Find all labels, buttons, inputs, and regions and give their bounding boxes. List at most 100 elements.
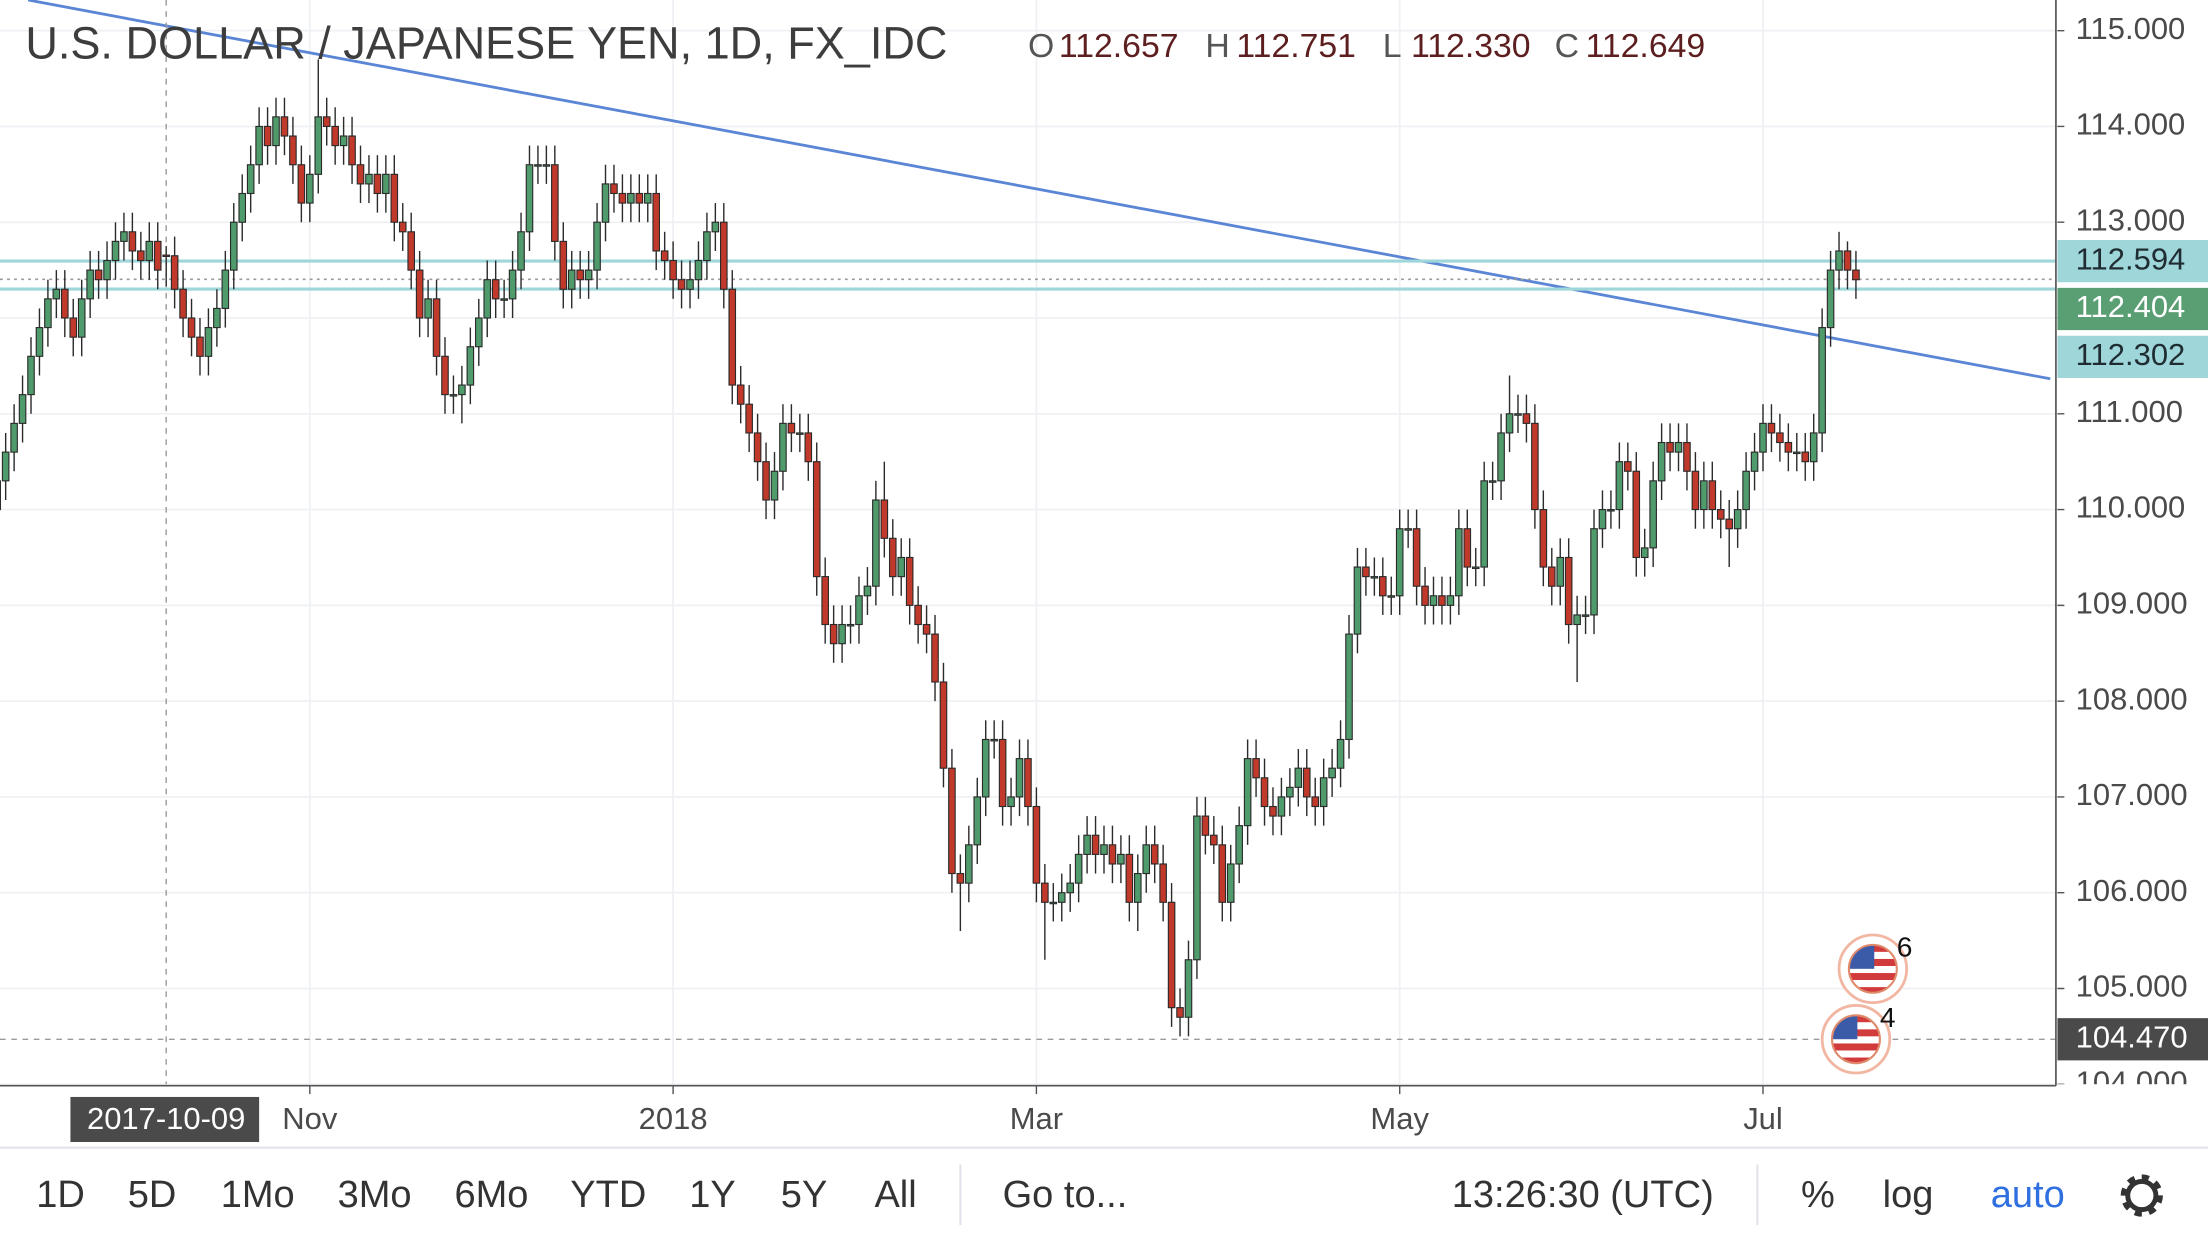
candle-body (18, 394, 27, 424)
event-marker[interactable]: 4 (1820, 1002, 1896, 1075)
flag (1832, 1015, 1880, 1064)
range-button[interactable]: 1Mo (221, 1174, 295, 1216)
candle-body (1319, 777, 1328, 808)
candle-body (120, 231, 128, 242)
y-tick-label: 106.000 (2076, 873, 2188, 908)
candle-body (973, 796, 982, 846)
candle-body (1083, 834, 1091, 855)
range-button[interactable]: 1D (36, 1174, 85, 1216)
candle-body (137, 250, 145, 262)
candle-body (846, 623, 855, 627)
candle-body (948, 767, 956, 875)
candle-body (1564, 556, 1573, 626)
candle-body (567, 269, 576, 290)
settings-button[interactable] (2120, 1174, 2163, 1217)
candle-body (1649, 480, 1657, 549)
crosshair-date-label: 2017-10-09 (87, 1101, 245, 1136)
range-button[interactable]: 6Mo (454, 1174, 528, 1216)
candle-body (559, 240, 568, 290)
candle-body (720, 221, 728, 290)
candle-body (1497, 432, 1505, 482)
candle-body (1573, 614, 1581, 626)
candle-body (1193, 815, 1201, 961)
x-tick-label: Nov (282, 1101, 338, 1136)
percent-toggle[interactable]: % (1801, 1174, 1835, 1216)
candle-body (1286, 786, 1294, 798)
candle-body (736, 384, 745, 405)
range-button[interactable]: YTD (570, 1174, 646, 1216)
candle-body (1843, 250, 1852, 271)
candle-body (1243, 758, 1252, 827)
candle-body (1700, 480, 1708, 511)
candle-body (1379, 576, 1387, 597)
flag-outline (1847, 943, 1898, 994)
candle-body (669, 259, 677, 281)
candle-body (643, 192, 652, 204)
candle-body (855, 595, 863, 626)
candle-body (280, 116, 289, 137)
candle-body (1716, 509, 1725, 520)
candle-body (213, 307, 221, 329)
candle-body (1252, 758, 1260, 779)
candle-body (1429, 595, 1438, 606)
candle-body (787, 422, 796, 434)
candle-body (677, 279, 686, 290)
price-label-box (2057, 239, 2208, 283)
price-label: 112.302 (2076, 337, 2186, 372)
candle-body (1742, 470, 1750, 511)
candle-body (491, 279, 500, 300)
candle-body (796, 432, 804, 435)
event-marker[interactable]: 6 (1837, 932, 1912, 1005)
candle-body (1759, 422, 1767, 453)
candle-body (441, 355, 449, 396)
candle-body (1387, 595, 1396, 598)
candle-body (1801, 451, 1810, 463)
range-button[interactable]: 3Mo (338, 1174, 412, 1216)
event-count: 4 (1880, 1002, 1896, 1033)
range-button[interactable]: 5D (128, 1174, 177, 1216)
candle-body (939, 681, 948, 769)
ohlc-key: L (1383, 27, 1402, 65)
candle-body (449, 394, 458, 397)
candle-body (601, 183, 610, 223)
candle-body (1666, 441, 1674, 453)
candle-body (1345, 633, 1353, 741)
candle-body (931, 633, 939, 683)
candle-body (179, 288, 187, 319)
candle-body (1041, 882, 1049, 903)
candle-body (365, 173, 373, 185)
candle-body (660, 250, 669, 262)
auto-toggle[interactable]: auto (1991, 1174, 2065, 1216)
candle-body (297, 164, 306, 204)
log-toggle[interactable]: log (1883, 1174, 1934, 1216)
candle-body (956, 872, 965, 884)
candle-body (1556, 556, 1565, 587)
x-tick-label: Jul (1743, 1101, 1783, 1136)
flag-outline (1830, 1014, 1881, 1065)
range-button[interactable]: 5Y (781, 1174, 828, 1216)
price-label-box (2057, 335, 2208, 378)
candle-body (762, 461, 770, 501)
candle-body (390, 173, 399, 223)
goto-button[interactable]: Go to... (1003, 1174, 1128, 1216)
candle-body (86, 269, 94, 300)
candle-body (60, 288, 69, 319)
candle-body (694, 259, 703, 281)
candle-body (517, 231, 525, 271)
candle-body (1218, 844, 1227, 903)
range-button[interactable]: All (874, 1174, 916, 1216)
range-button[interactable]: 1Y (689, 1174, 736, 1216)
candle-body (888, 537, 897, 578)
candle-body (77, 298, 86, 338)
candle-body (1531, 422, 1539, 511)
candle-body (196, 336, 204, 357)
price-label: 112.404 (2076, 289, 2186, 324)
candle-body (10, 422, 18, 453)
chart-title: U.S. DOLLAR / JAPANESE YEN, 1D, FX_IDC (25, 17, 947, 68)
crosshair-date-box (70, 1096, 260, 1143)
candle-body (1446, 595, 1455, 606)
candle-body (398, 221, 407, 233)
candle-body (35, 327, 44, 357)
y-tick-label: 115.000 (2076, 11, 2186, 46)
